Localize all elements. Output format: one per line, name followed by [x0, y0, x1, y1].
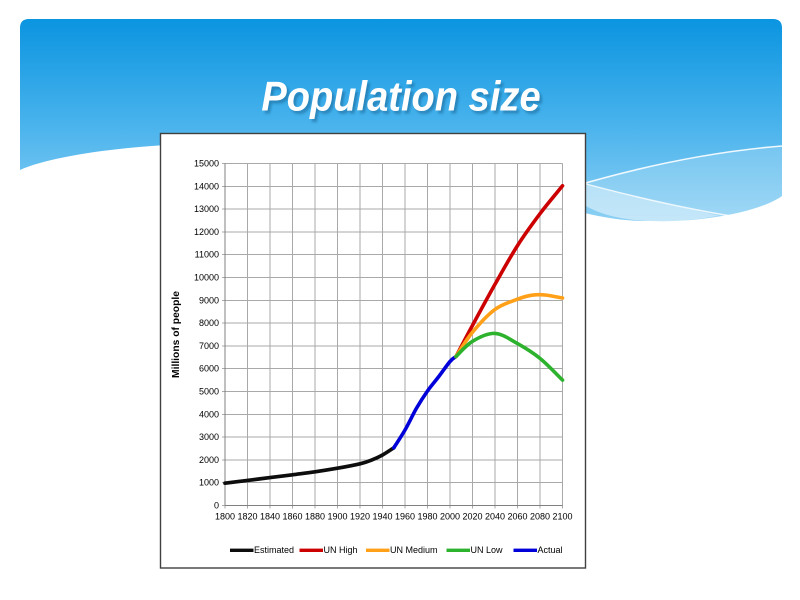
svg-text:8000: 8000 — [199, 318, 219, 328]
svg-text:4000: 4000 — [199, 409, 219, 419]
svg-text:1960: 1960 — [395, 512, 415, 522]
svg-text:UN High: UN High — [324, 545, 358, 555]
svg-text:2000: 2000 — [199, 455, 219, 465]
svg-text:2100: 2100 — [552, 512, 572, 522]
svg-text:1880: 1880 — [305, 512, 325, 522]
svg-text:9000: 9000 — [199, 295, 219, 305]
svg-text:1940: 1940 — [372, 512, 392, 522]
svg-text:UN Low: UN Low — [471, 545, 504, 555]
svg-text:11000: 11000 — [195, 250, 219, 260]
svg-text:5000: 5000 — [199, 387, 219, 397]
svg-text:1980: 1980 — [417, 512, 437, 522]
svg-text:Estimated: Estimated — [254, 545, 294, 555]
svg-text:1800: 1800 — [215, 512, 235, 522]
svg-text:Millions of people: Millions of people — [171, 291, 182, 378]
svg-text:6000: 6000 — [199, 364, 219, 374]
svg-text:15000: 15000 — [194, 159, 219, 169]
svg-text:2060: 2060 — [507, 512, 527, 522]
svg-text:2080: 2080 — [530, 512, 550, 522]
svg-text:10000: 10000 — [194, 273, 219, 283]
svg-text:Actual: Actual — [538, 545, 563, 555]
svg-text:Population size: Population size — [261, 74, 540, 120]
svg-text:1820: 1820 — [237, 512, 257, 522]
svg-text:13000: 13000 — [194, 204, 219, 214]
svg-text:Population size: Population size — [264, 77, 543, 123]
svg-text:2020: 2020 — [462, 512, 482, 522]
svg-text:7000: 7000 — [199, 341, 219, 351]
svg-text:2040: 2040 — [485, 512, 505, 522]
svg-text:1860: 1860 — [282, 512, 302, 522]
svg-text:1000: 1000 — [199, 478, 219, 488]
svg-text:3000: 3000 — [199, 432, 219, 442]
svg-text:1900: 1900 — [327, 512, 347, 522]
svg-text:2000: 2000 — [440, 512, 460, 522]
svg-text:1840: 1840 — [260, 512, 280, 522]
svg-text:0: 0 — [214, 501, 219, 511]
svg-text:12000: 12000 — [194, 227, 219, 237]
svg-text:14000: 14000 — [194, 181, 219, 191]
svg-text:UN Medium: UN Medium — [390, 545, 438, 555]
svg-text:1920: 1920 — [350, 512, 370, 522]
